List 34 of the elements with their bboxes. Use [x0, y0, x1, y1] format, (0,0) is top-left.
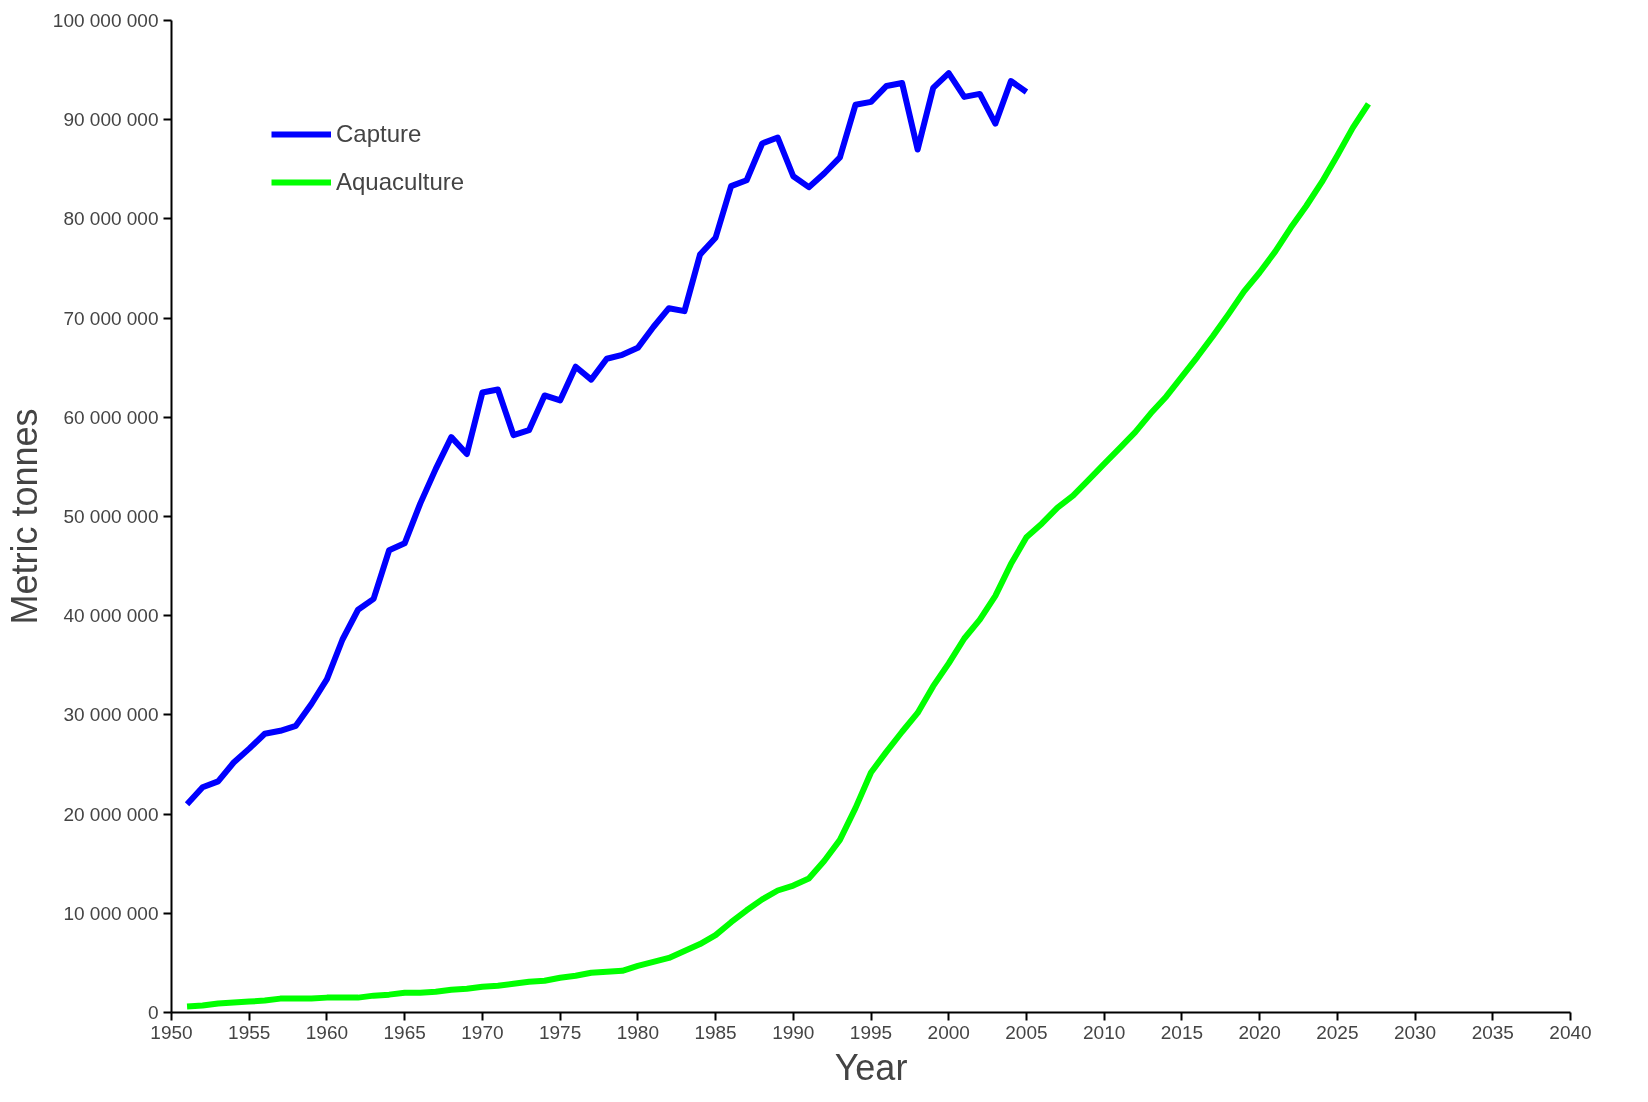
x-tick-label: 1960 [305, 1021, 349, 1043]
y-tick-label: 80 000 000 [63, 208, 159, 230]
x-tick-label: 2010 [1083, 1021, 1126, 1043]
x-tick-label: 1985 [694, 1021, 737, 1043]
y-tick-label: 70 000 000 [63, 307, 159, 329]
y-tick-label: 50 000 000 [63, 506, 159, 527]
y-tick-label: 100 000 000 [52, 10, 159, 31]
x-tick-label: 1965 [383, 1021, 426, 1043]
y-axis-title: Metric tonnes [3, 408, 45, 625]
x-tick-label: 1995 [849, 1021, 893, 1043]
x-tick-label: 2030 [1393, 1021, 1437, 1043]
x-tick-label: 2015 [1160, 1021, 1204, 1043]
x-tick-label: 2005 [1005, 1021, 1048, 1043]
x-tick-label: 2020 [1238, 1021, 1281, 1043]
x-tick-label: 1950 [150, 1021, 193, 1043]
y-tick-label: 10 000 000 [63, 902, 159, 924]
legend-label: Capture [336, 120, 422, 148]
x-tick-label: 2000 [927, 1021, 970, 1043]
x-tick-label: 1970 [461, 1021, 504, 1043]
x-tick-label: 1955 [228, 1021, 271, 1043]
x-tick-label: 2040 [1549, 1021, 1592, 1043]
x-tick-label: 2035 [1471, 1021, 1514, 1043]
x-axis-title: Year [834, 1046, 908, 1088]
y-tick-label: 20 000 000 [63, 803, 159, 825]
y-tick-label: 40 000 000 [63, 605, 159, 627]
y-tick-label: 30 000 000 [63, 704, 159, 726]
x-tick-label: 1990 [772, 1021, 815, 1043]
y-tick-label: 0 [147, 1002, 159, 1023]
y-tick-label: 60 000 000 [63, 406, 159, 428]
x-tick-label: 1975 [538, 1021, 582, 1043]
x-tick-label: 1980 [616, 1021, 659, 1043]
y-tick-label: 90 000 000 [63, 109, 159, 131]
x-tick-label: 2025 [1316, 1021, 1359, 1043]
legend-label: Aquaculture [336, 168, 465, 196]
